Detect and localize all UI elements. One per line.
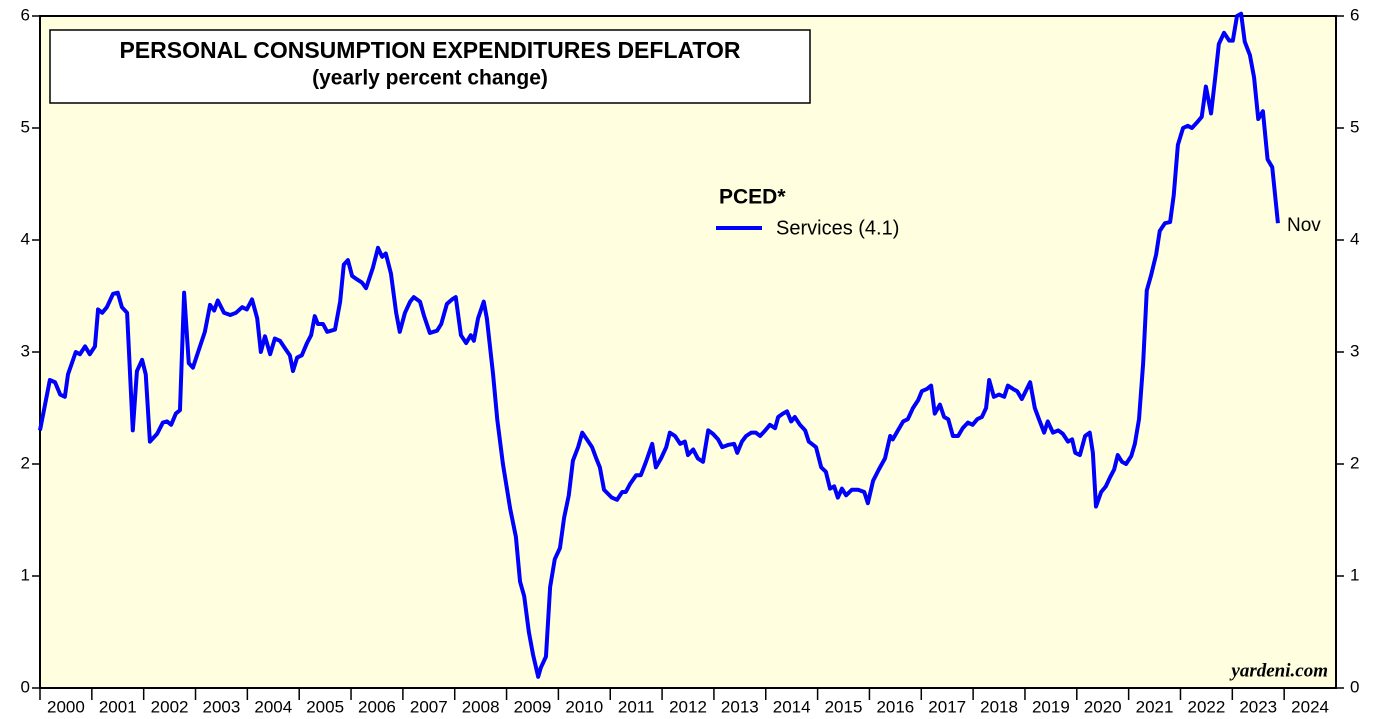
x-tick-label: 2024 xyxy=(1291,697,1329,716)
chart-title: PERSONAL CONSUMPTION EXPENDITURES DEFLAT… xyxy=(119,37,740,63)
y2-tick-label: 5 xyxy=(1350,117,1359,136)
x-tick-label: 2017 xyxy=(928,697,966,716)
x-tick-label: 2011 xyxy=(618,697,655,716)
y2-tick-label: 2 xyxy=(1350,453,1359,472)
x-tick-label: 2012 xyxy=(669,697,707,716)
annotation: Nov xyxy=(1287,215,1321,236)
x-tick-label: 2004 xyxy=(254,697,292,716)
x-tick-label: 2018 xyxy=(980,697,1018,716)
x-tick-label: 2003 xyxy=(203,697,241,716)
y-tick-label: 6 xyxy=(21,5,30,24)
x-tick-label: 2000 xyxy=(47,697,85,716)
x-tick-label: 2014 xyxy=(773,697,811,716)
x-tick-label: 2001 xyxy=(99,697,137,716)
title-box xyxy=(49,29,811,104)
legend-title: PCED* xyxy=(719,186,786,209)
y2-tick-label: 1 xyxy=(1350,565,1359,584)
y-tick-label: 5 xyxy=(21,117,30,136)
x-tick-label: 2020 xyxy=(1084,697,1122,716)
x-tick-label: 2007 xyxy=(410,697,448,716)
y2-tick-label: 0 xyxy=(1350,677,1359,696)
y-tick-label: 4 xyxy=(21,229,30,248)
chart-subtitle: (yearly percent change) xyxy=(312,67,548,90)
x-tick-label: 2015 xyxy=(825,697,863,716)
x-tick-label: 2013 xyxy=(721,697,759,716)
x-tick-label: 2005 xyxy=(306,697,344,716)
y-tick-label: 3 xyxy=(21,341,30,360)
y-tick-label: 0 xyxy=(21,677,30,696)
y-tick-label: 1 xyxy=(21,565,30,584)
x-tick-label: 2016 xyxy=(876,697,914,716)
y2-tick-label: 6 xyxy=(1350,5,1359,24)
y2-tick-label: 4 xyxy=(1350,229,1359,248)
x-tick-label: 2021 xyxy=(1136,697,1174,716)
watermark: yardeni.com xyxy=(1229,660,1328,681)
x-tick-label: 2006 xyxy=(358,697,396,716)
x-tick-label: 2009 xyxy=(514,697,552,716)
y-tick-label: 2 xyxy=(21,453,30,472)
plot-area xyxy=(39,15,1337,689)
y2-tick-label: 3 xyxy=(1350,341,1359,360)
x-tick-label: 2022 xyxy=(1187,697,1225,716)
x-tick-label: 2010 xyxy=(565,697,603,716)
legend-label: Services (4.1) xyxy=(776,217,899,239)
x-tick-label: 2019 xyxy=(1032,697,1070,716)
x-tick-label: 2008 xyxy=(462,697,500,716)
x-tick-label: 2002 xyxy=(151,697,189,716)
x-tick-label: 2023 xyxy=(1239,697,1277,716)
series-line xyxy=(38,11,1280,679)
